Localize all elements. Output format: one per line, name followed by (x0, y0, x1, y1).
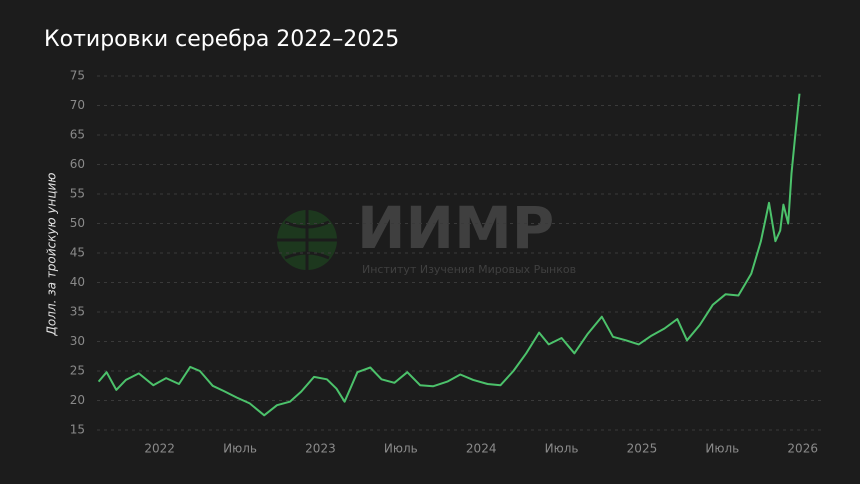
y-tick-label: 65 (70, 128, 85, 142)
y-tick-label: 60 (70, 157, 85, 171)
y-tick-label: 20 (70, 393, 85, 407)
x-tick-label: 2022 (144, 442, 175, 456)
x-tick-label: 2026 (787, 442, 818, 456)
y-tick-label: 50 (70, 216, 85, 230)
y-tick-label: 35 (70, 305, 85, 319)
watermark-title: ИИМР (357, 194, 554, 262)
y-tick-label: 45 (70, 246, 85, 260)
x-tick-label: Июль (545, 442, 579, 456)
x-tick-label: 2023 (305, 442, 336, 456)
y-tick-label: 55 (70, 187, 85, 201)
x-tick-label: Июль (223, 442, 257, 456)
y-tick-label: 30 (70, 334, 85, 348)
watermark-logo-lines (277, 210, 337, 270)
y-tick-label: 40 (70, 275, 85, 289)
watermark: ИИМР Институт Изучения Мировых Рынков (277, 194, 576, 276)
x-tick-label: 2024 (466, 442, 497, 456)
price-line (97, 93, 801, 417)
x-tick-label: 2025 (627, 442, 658, 456)
y-tick-label: 15 (70, 423, 85, 437)
x-tick-label: Июль (705, 442, 739, 456)
watermark-subtitle: Институт Изучения Мировых Рынков (362, 263, 576, 276)
x-tick-label: Июль (384, 442, 418, 456)
chart-title: Котировки серебра 2022–2025 (44, 27, 399, 52)
y-tick-label: 75 (70, 69, 85, 83)
y-tick-label: 25 (70, 364, 85, 378)
y-tick-label: 70 (70, 98, 85, 112)
y-axis-label: Долл. за тройскую унцию (45, 173, 59, 337)
watermark-logo (277, 210, 337, 270)
